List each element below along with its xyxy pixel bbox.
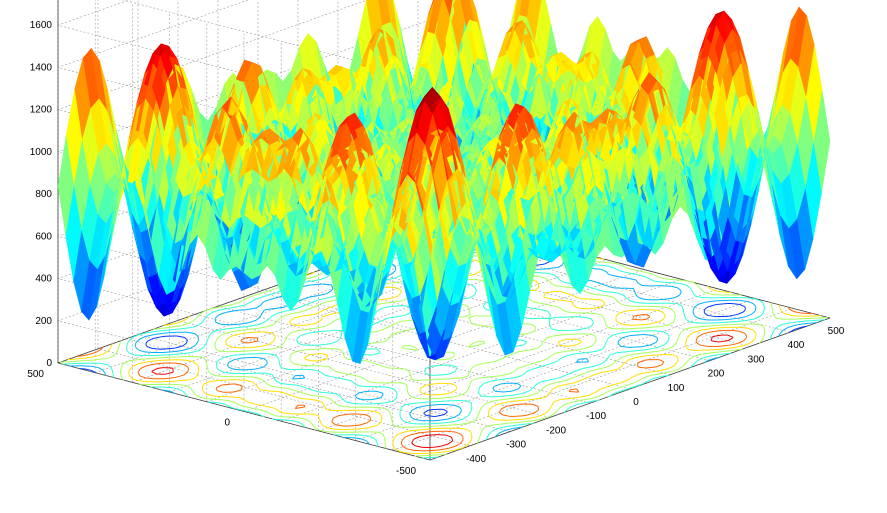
surface-mesh — [57, 0, 831, 365]
x-tick-label: 500 — [828, 326, 845, 337]
z-tick-label: 600 — [35, 231, 52, 242]
x-tick-label: 0 — [633, 397, 639, 408]
z-tick-label: 1000 — [30, 147, 53, 158]
x-tick-label: 400 — [788, 340, 805, 351]
x-tick-label: -100 — [586, 411, 606, 422]
z-tick-label: 400 — [35, 274, 52, 285]
x-tick-label: 100 — [668, 383, 685, 394]
y-tick-label: -500 — [396, 466, 416, 477]
z-tick-label: 800 — [35, 189, 52, 200]
x-tick-label: 200 — [708, 369, 725, 380]
y-tick-label: 500 — [27, 369, 44, 380]
y-axis-tick-labels: -500 0 500 — [27, 369, 416, 477]
z-tick-label: 1200 — [30, 105, 53, 116]
z-tick-label: 1400 — [30, 62, 53, 73]
y-tick-label: 0 — [224, 418, 230, 429]
x-tick-label: -300 — [506, 440, 526, 451]
x-axis-tick-labels: -400 -300 -200 -100 0 100 200 300 400 500 — [466, 326, 845, 465]
z-tick-label: 0 — [46, 358, 52, 369]
x-tick-label: 300 — [748, 354, 765, 365]
x-tick-label: -200 — [546, 425, 566, 436]
z-tick-label: 1600 — [30, 20, 53, 31]
x-tick-label: -400 — [466, 454, 486, 465]
z-tick-label: 200 — [35, 316, 52, 327]
z-axis-tick-labels: 020040060080010001200140016001800 — [30, 20, 53, 369]
